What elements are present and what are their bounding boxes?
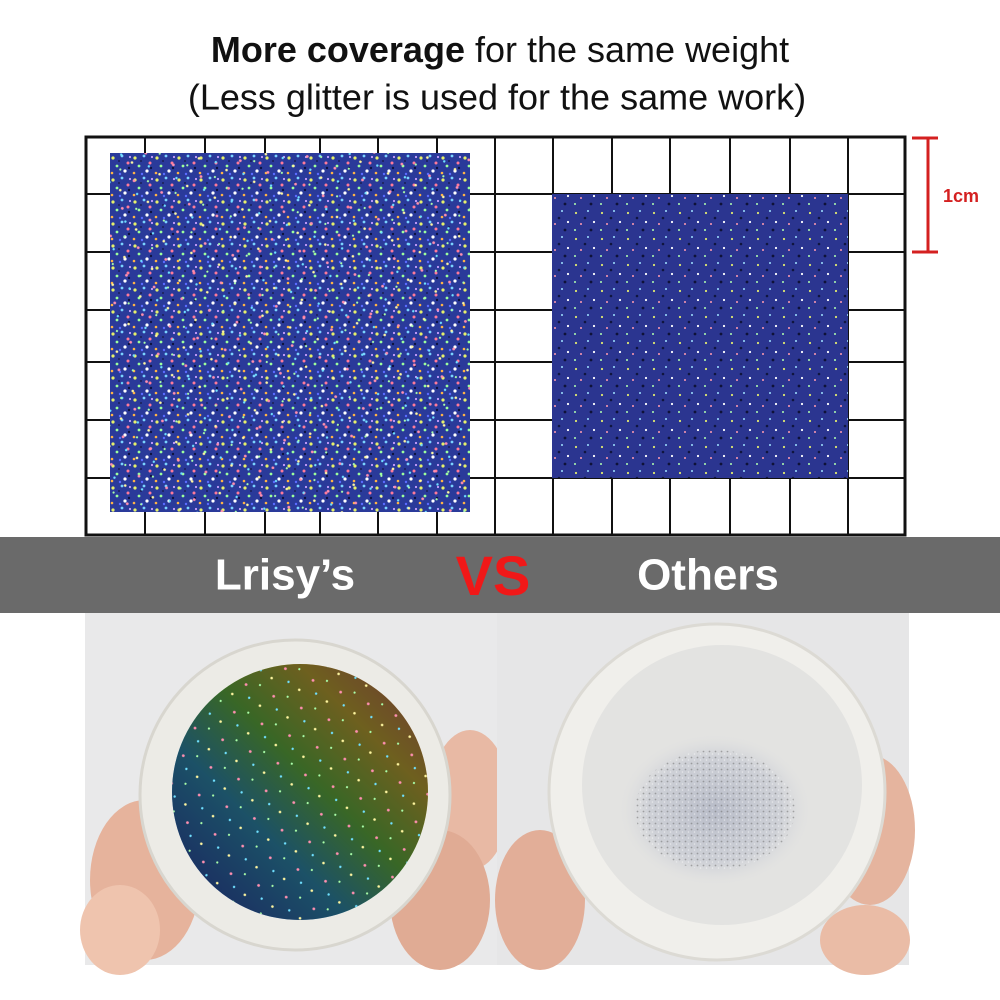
glitter-small bbox=[552, 194, 848, 478]
scale-label: 1cm bbox=[943, 186, 979, 206]
title-bold: More coverage bbox=[211, 29, 465, 70]
title: More coverage for the same weight bbox=[211, 29, 789, 70]
scale-bracket bbox=[912, 136, 938, 254]
subtitle: (Less glitter is used for the same work) bbox=[188, 77, 806, 118]
left-label: Lrisy’s bbox=[215, 551, 355, 600]
glitter-large bbox=[110, 153, 470, 512]
photo-left bbox=[80, 613, 510, 975]
vs-band bbox=[0, 537, 1000, 613]
photo-right bbox=[495, 613, 915, 975]
title-rest: for the same weight bbox=[475, 29, 789, 70]
vs-label: VS bbox=[456, 544, 531, 607]
right-label: Others bbox=[637, 551, 779, 600]
